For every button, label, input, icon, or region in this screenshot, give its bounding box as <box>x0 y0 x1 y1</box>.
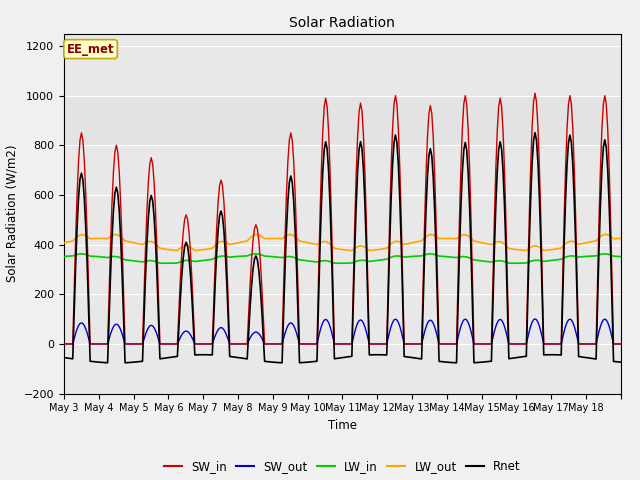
LW_in <box>348 260 356 266</box>
SW_in <box>97 341 104 347</box>
LW_out <box>522 248 530 253</box>
Line: Rnet: Rnet <box>64 132 621 363</box>
SW_out <box>541 341 549 347</box>
SW_out <box>346 341 354 347</box>
SW_out <box>60 341 68 347</box>
LW_out <box>79 232 87 238</box>
LW_in <box>60 253 68 259</box>
LW_out <box>457 233 465 239</box>
Rnet <box>531 130 539 135</box>
LW_in <box>617 254 625 260</box>
LW_out <box>602 232 610 238</box>
SW_in <box>541 341 549 347</box>
SW_in <box>457 166 465 171</box>
SW_in <box>614 341 621 347</box>
Rnet <box>458 169 466 175</box>
SW_in <box>79 137 87 143</box>
SW_out <box>614 341 621 347</box>
SW_out <box>617 341 625 347</box>
LW_out <box>541 248 549 253</box>
Y-axis label: Solar Radiation (W/m2): Solar Radiation (W/m2) <box>5 145 18 282</box>
LW_in <box>77 251 85 257</box>
Rnet <box>543 352 550 358</box>
SW_in <box>60 341 68 347</box>
LW_in <box>98 254 106 260</box>
X-axis label: Time: Time <box>328 419 357 432</box>
Rnet <box>79 177 87 182</box>
SW_in <box>346 341 354 347</box>
Title: Solar Radiation: Solar Radiation <box>289 16 396 30</box>
LW_out <box>616 236 623 241</box>
LW_out <box>617 236 625 241</box>
SW_out <box>79 321 87 326</box>
Rnet <box>346 354 354 360</box>
Line: LW_out: LW_out <box>64 235 621 251</box>
LW_in <box>543 258 550 264</box>
Rnet <box>617 360 625 365</box>
Rnet <box>60 355 68 360</box>
LW_in <box>458 254 466 260</box>
Line: SW_in: SW_in <box>64 93 621 344</box>
Rnet <box>97 360 104 365</box>
Line: LW_in: LW_in <box>64 254 621 263</box>
LW_in <box>616 253 623 259</box>
Legend: SW_in, SW_out, LW_in, LW_out, Rnet: SW_in, SW_out, LW_in, LW_out, Rnet <box>159 455 525 478</box>
SW_out <box>457 324 465 329</box>
SW_out <box>97 341 104 347</box>
SW_out <box>531 316 539 322</box>
Bar <box>64 96 621 145</box>
LW_in <box>81 251 88 257</box>
Line: SW_out: SW_out <box>64 319 621 344</box>
SW_in <box>531 90 539 96</box>
Text: EE_met: EE_met <box>67 43 115 56</box>
LW_out <box>97 236 104 241</box>
Rnet <box>452 360 460 366</box>
Rnet <box>616 359 623 365</box>
LW_out <box>60 240 68 246</box>
SW_in <box>617 341 625 347</box>
LW_in <box>511 260 518 266</box>
LW_out <box>346 248 354 253</box>
